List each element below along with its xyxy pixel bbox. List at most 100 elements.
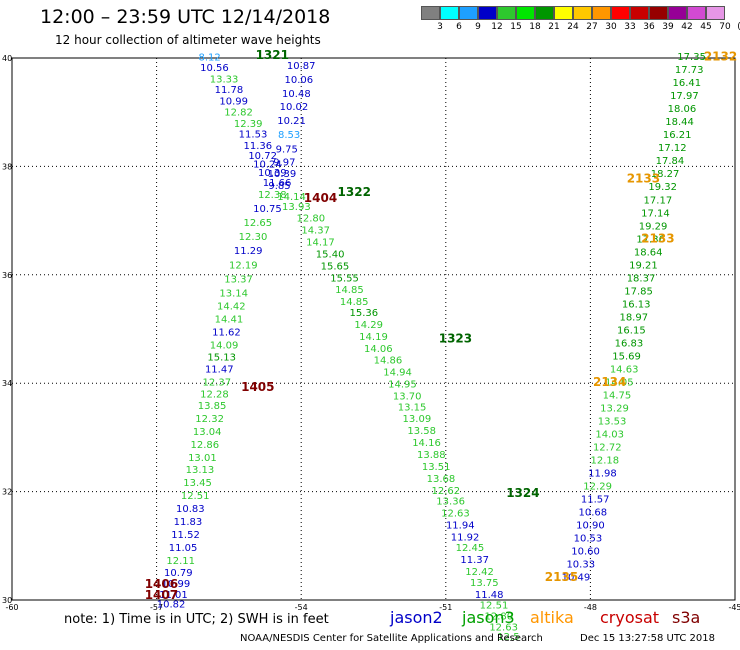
wave-height-point: 13.37: [224, 274, 253, 285]
legend-cryosat: cryosat: [600, 608, 660, 627]
wave-height-point: 13.45: [183, 478, 212, 489]
wave-height-point: 12.5: [497, 632, 519, 643]
wave-height-point: 15.69: [612, 351, 641, 362]
colorbar-swatch: [668, 6, 687, 20]
wave-height-point: 9.75: [276, 144, 298, 155]
wave-height-point: 14.37: [301, 226, 330, 237]
wave-height-point: 17.35: [677, 52, 706, 63]
wave-height-point: 18.37: [627, 273, 656, 284]
colorbar-swatch: [497, 6, 516, 20]
wave-height-point: 11.57: [581, 494, 610, 505]
colorbar-label: 39: [662, 22, 674, 32]
wave-height-point: 14.06: [364, 344, 393, 355]
pass-number-label: 1405: [241, 380, 274, 394]
wave-height-point: 12.80: [297, 214, 326, 225]
wave-height-point: 13.85: [198, 401, 227, 412]
wave-height-point: 10.99: [162, 579, 191, 590]
wave-height-point: 11.47: [205, 364, 234, 375]
colorbar-label: 24: [567, 22, 579, 32]
pass-number-label: 1406: [145, 577, 178, 591]
wave-height-point: 13.13: [186, 465, 215, 476]
pass-number-label: 1324: [506, 486, 539, 500]
colorbar-label: 3: [437, 22, 443, 32]
wave-height-point: 10.83: [176, 504, 205, 515]
pass-number-label: 1321: [256, 48, 289, 62]
wave-height-point: 13.68: [427, 474, 456, 485]
wave-height-point: 13.14: [219, 288, 248, 299]
wave-height-point: 13.09: [403, 414, 432, 425]
wave-height-point: 12.86: [190, 440, 219, 451]
wave-height-point: 12.19: [229, 260, 258, 271]
wave-height-point: 15.55: [330, 273, 359, 284]
pass-number-label: 1404: [304, 191, 337, 205]
colorbar-label: 21: [548, 22, 560, 32]
wave-height-point: 16.15: [617, 325, 646, 336]
wave-height-point: 13.36: [436, 497, 465, 508]
wave-height-point: 14.94: [383, 368, 412, 379]
wave-height-point: 11.78: [215, 85, 244, 96]
wave-height-point: 11.48: [475, 590, 504, 601]
pass-number-label: 2133: [627, 172, 660, 186]
wave-height-point: 10.79: [164, 568, 193, 579]
wave-height-point: 17.73: [675, 65, 704, 76]
wave-height-point: 18.27: [651, 169, 680, 180]
chart-subtitle: 12 hour collection of altimeter wave hei…: [55, 33, 321, 47]
pass-number-label: 2133: [641, 231, 674, 245]
pass-number-label: 2135: [545, 570, 578, 584]
colorbar-swatch: [592, 6, 611, 20]
footer-credit: NOAA/NESDIS Center for Satellite Applica…: [240, 633, 543, 644]
wave-height-point: 10.53: [574, 533, 603, 544]
wave-height-point: 12.51: [480, 601, 509, 612]
wave-height-point: 14.75: [603, 390, 632, 401]
x-tick-label: -60: [5, 603, 18, 612]
wave-height-point: 9.85: [268, 181, 290, 192]
wave-height-point: 15.36: [350, 308, 379, 319]
wave-height-point: 11.83: [174, 517, 203, 528]
pass-number-label: 1322: [338, 185, 371, 199]
wave-height-point: 13.75: [470, 578, 499, 589]
wave-height-point: 14.29: [354, 320, 383, 331]
wave-height-point: 14.14: [277, 192, 306, 203]
pass-number-label: 2132: [704, 50, 737, 64]
wave-height-point: 15.40: [316, 249, 345, 260]
wave-height-point: 17.85: [624, 286, 653, 297]
wave-height-point: 17.84: [656, 156, 685, 167]
wave-height-point: 12.42: [465, 567, 494, 578]
colorbar-label: 42: [681, 22, 693, 32]
wave-height-point: 13.53: [598, 416, 627, 427]
wave-height-point: 12.30: [239, 232, 268, 243]
wave-height-point: 10.39: [268, 169, 297, 180]
wave-height-point: 15.65: [321, 261, 350, 272]
pass-number-label: 1323: [439, 332, 472, 346]
colorbar-label: 27: [586, 22, 598, 32]
wave-height-point: 14.41: [215, 314, 244, 325]
wave-height-point: 14.16: [412, 438, 441, 449]
wave-height-point: 13.29: [600, 403, 629, 414]
colorbar-label: 12: [491, 22, 503, 32]
wave-height-point: 8.12: [198, 53, 220, 64]
wave-height-point: 14.95: [388, 380, 417, 391]
colorbar-swatch: [440, 6, 459, 20]
wave-height-point: 10.39: [258, 168, 287, 179]
wave-height-point: 16.41: [672, 78, 701, 89]
legend-s3a: s3a: [672, 608, 701, 627]
wave-height-point: 11.01: [159, 590, 188, 601]
colorbar-swatch: [630, 6, 649, 20]
wave-height-point: 18.97: [619, 312, 648, 323]
wave-height-point: 16.83: [615, 338, 644, 349]
wave-height-point: 12.82: [224, 107, 253, 118]
pass-number-label: 1407: [145, 588, 178, 602]
wave-height-point: 14.03: [595, 429, 624, 440]
colorbar-swatch: [706, 6, 725, 20]
colorbar-label: 70: [719, 22, 731, 32]
wave-height-point: 10.60: [571, 546, 600, 557]
colorbar-label: (ft): [734, 22, 740, 32]
wave-height-point: 10.02: [280, 102, 309, 113]
colorbar-label: 45: [700, 22, 712, 32]
wave-height-point: 17.14: [641, 208, 670, 219]
wave-height-point: 11.66: [263, 178, 292, 189]
wave-height-point: 8.53: [278, 130, 300, 141]
wave-height-point: 17.97: [670, 91, 699, 102]
wave-height-point: 18.44: [665, 117, 694, 128]
